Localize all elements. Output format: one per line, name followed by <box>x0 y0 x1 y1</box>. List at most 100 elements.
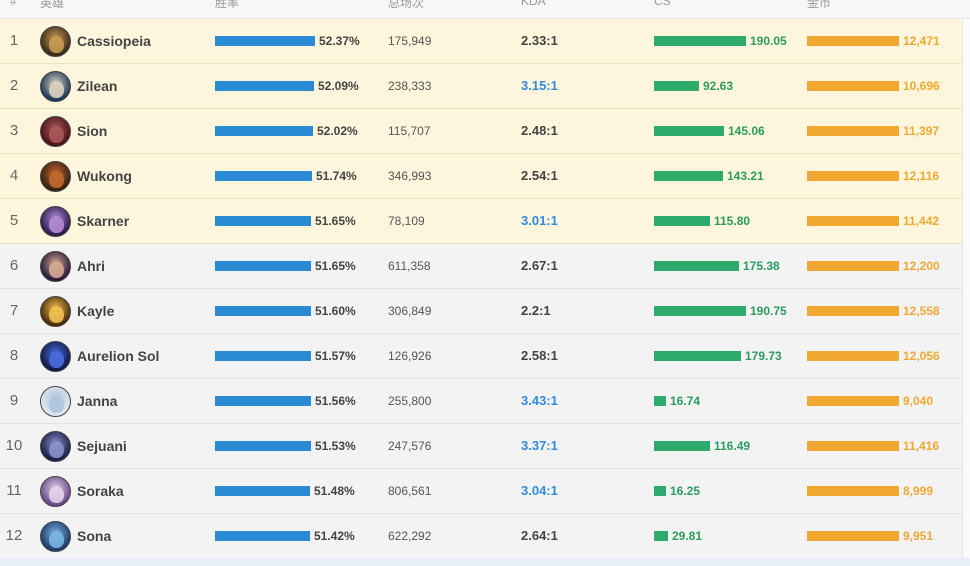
gold-bar <box>807 126 899 136</box>
cs-bar <box>654 531 668 541</box>
winrate-value: 52.09% <box>318 79 359 93</box>
header-cs[interactable]: CS <box>654 0 671 8</box>
champion-avatar[interactable] <box>40 161 71 192</box>
cs-value: 143.21 <box>727 169 764 183</box>
cs-bar <box>654 441 710 451</box>
cs-value: 115.80 <box>714 214 751 228</box>
cs-bar <box>654 306 746 316</box>
table-row[interactable]: 4 Wukong 51.74% 346,993 2.54:1 143.21 12… <box>0 154 962 199</box>
champion-name[interactable]: Ahri <box>77 258 105 274</box>
champion-avatar[interactable] <box>40 71 71 102</box>
kda-value: 3.43:1 <box>521 393 558 408</box>
cs-bar <box>654 36 746 46</box>
gold-bar <box>807 396 899 406</box>
cs-value: 16.74 <box>670 394 701 408</box>
champion-avatar[interactable] <box>40 431 71 462</box>
rank-number: 3 <box>9 122 19 139</box>
gold-value: 9,040 <box>903 394 934 408</box>
rank-number: 5 <box>9 212 19 229</box>
table-row[interactable]: 12 Sona 51.42% 622,292 2.64:1 29.81 9,95… <box>0 514 962 559</box>
table-row[interactable]: 6 Ahri 51.65% 611,358 2.67:1 175.38 12,2… <box>0 244 962 289</box>
gold-value: 11,416 <box>903 439 940 453</box>
champion-name[interactable]: Wukong <box>77 168 132 184</box>
cs-value: 190.05 <box>750 34 787 48</box>
kda-value: 2.54:1 <box>521 168 558 183</box>
champion-avatar[interactable] <box>40 206 71 237</box>
winrate-bar <box>215 261 311 271</box>
champion-avatar[interactable] <box>40 476 71 507</box>
champion-name[interactable]: Soraka <box>77 483 124 499</box>
winrate-bar <box>215 396 311 406</box>
games-count: 622,292 <box>388 529 432 543</box>
winrate-value: 51.65% <box>315 259 356 273</box>
cs-value: 92.63 <box>703 79 734 93</box>
rank-number: 1 <box>9 32 19 49</box>
gold-bar <box>807 171 899 181</box>
champion-name[interactable]: Cassiopeia <box>77 33 151 49</box>
champion-avatar[interactable] <box>40 296 71 327</box>
winrate-value: 52.37% <box>319 34 360 48</box>
winrate-value: 51.56% <box>315 394 356 408</box>
cs-bar <box>654 396 666 406</box>
table-row[interactable]: 8 Aurelion Sol 51.57% 126,926 2.58:1 179… <box>0 334 962 379</box>
header-rank[interactable]: # <box>10 0 17 8</box>
gold-bar <box>807 261 899 271</box>
champion-avatar[interactable] <box>40 341 71 372</box>
table-row[interactable]: 11 Soraka 51.48% 806,561 3.04:1 16.25 8,… <box>0 469 962 514</box>
champion-avatar[interactable] <box>40 521 71 552</box>
header-games[interactable]: 总场次 <box>388 0 425 10</box>
rank-number: 10 <box>5 437 23 454</box>
champion-avatar[interactable] <box>40 26 71 57</box>
winrate-bar <box>215 351 311 361</box>
winrate-bar <box>215 126 313 136</box>
cs-bar <box>654 171 723 181</box>
champion-avatar[interactable] <box>40 386 71 417</box>
gold-bar <box>807 531 899 541</box>
gold-bar <box>807 441 899 451</box>
table-header: # 英雄 胜率 总场次 KDA CS 金币 <box>0 0 970 19</box>
champion-name[interactable]: Janna <box>77 393 118 409</box>
kda-value: 2.67:1 <box>521 258 558 273</box>
winrate-value: 51.65% <box>315 214 356 228</box>
table-row[interactable]: 2 Zilean 52.09% 238,333 3.15:1 92.63 10,… <box>0 64 962 109</box>
kda-value: 2.33:1 <box>521 33 558 48</box>
champion-name[interactable]: Sona <box>77 528 112 544</box>
champion-avatar[interactable] <box>40 251 71 282</box>
games-count: 126,926 <box>388 349 432 363</box>
rank-number: 9 <box>9 392 19 409</box>
header-kda[interactable]: KDA <box>521 0 546 8</box>
table-row[interactable]: 3 Sion 52.02% 115,707 2.48:1 145.06 11,3… <box>0 109 962 154</box>
header-winrate[interactable]: 胜率 <box>215 0 240 10</box>
games-count: 611,358 <box>388 259 431 273</box>
table-row[interactable]: 10 Sejuani 51.53% 247,576 3.37:1 116.49 … <box>0 424 962 469</box>
games-count: 806,561 <box>388 484 432 498</box>
table-row[interactable]: 9 Janna 51.56% 255,800 3.43:1 16.74 9,04… <box>0 379 962 424</box>
gold-value: 11,442 <box>903 214 940 228</box>
champion-name[interactable]: Aurelion Sol <box>77 348 160 364</box>
cs-bar <box>654 261 739 271</box>
cs-bar <box>654 126 724 136</box>
header-gold[interactable]: 金币 <box>807 0 832 10</box>
gold-bar <box>807 216 899 226</box>
table-row[interactable]: 5 Skarner 51.65% 78,109 3.01:1 115.80 11… <box>0 199 962 244</box>
table-row[interactable]: 7 Kayle 51.60% 306,849 2.2:1 190.75 12,5… <box>0 289 962 334</box>
champion-name[interactable]: Sion <box>77 123 108 139</box>
cs-bar <box>654 81 699 91</box>
champion-name[interactable]: Sejuani <box>77 438 127 454</box>
champion-name[interactable]: Zilean <box>77 78 118 94</box>
gold-value: 12,200 <box>903 259 940 273</box>
rank-number: 12 <box>5 527 23 544</box>
champion-name[interactable]: Kayle <box>77 303 115 319</box>
cs-value: 116.49 <box>714 439 751 453</box>
kda-value: 2.58:1 <box>521 348 558 363</box>
gold-bar <box>807 351 899 361</box>
gold-bar <box>807 36 899 46</box>
kda-value: 2.48:1 <box>521 123 558 138</box>
gold-value: 9,951 <box>903 529 934 543</box>
header-champion[interactable]: 英雄 <box>40 0 65 10</box>
champion-name[interactable]: Skarner <box>77 213 130 229</box>
winrate-bar <box>215 306 311 316</box>
scrollbar[interactable] <box>962 19 970 558</box>
table-row[interactable]: 1 Cassiopeia 52.37% 175,949 2.33:1 190.0… <box>0 19 962 64</box>
champion-avatar[interactable] <box>40 116 71 147</box>
